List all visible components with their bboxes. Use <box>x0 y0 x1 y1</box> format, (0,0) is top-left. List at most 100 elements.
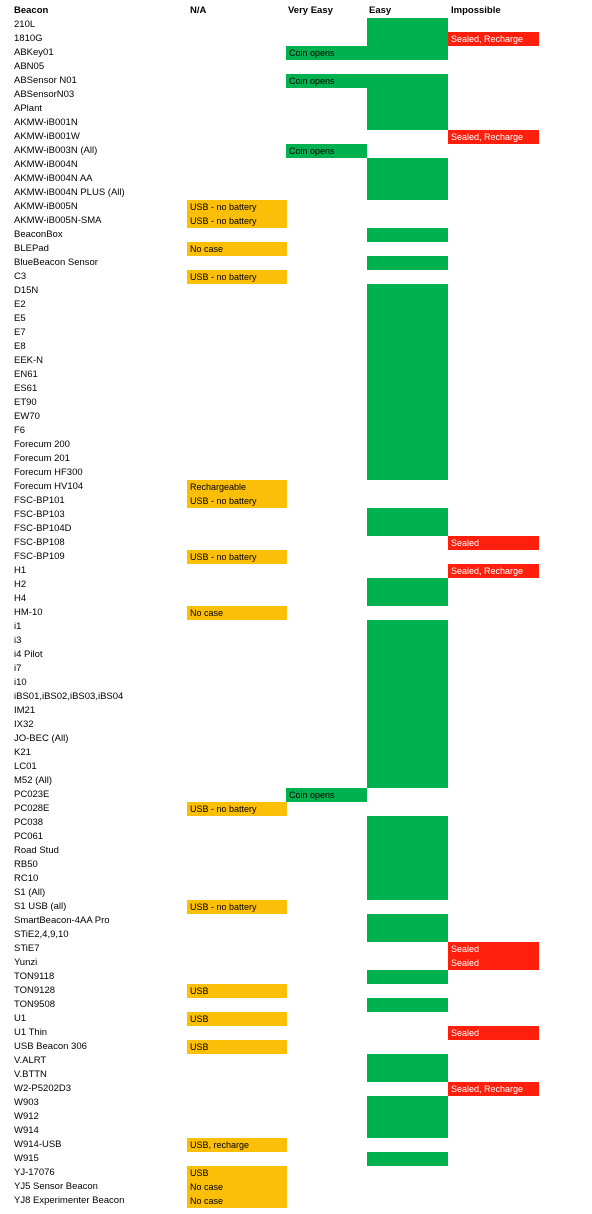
easy-cell <box>367 354 448 368</box>
beacon-name: BLEPad <box>14 243 49 254</box>
table-row: JO-BEC (All) <box>0 732 592 746</box>
easy-cell <box>367 508 448 522</box>
na-cell: USB - no battery <box>187 494 287 508</box>
beacon-name: LC01 <box>14 761 37 772</box>
table-row: i10 <box>0 676 592 690</box>
table-row: YJ-17076 USB <box>0 1166 592 1180</box>
beacon-name: Road Stud <box>14 845 59 856</box>
beacon-name: AKMW-iB004N <box>14 159 78 170</box>
easy-cell <box>367 88 448 102</box>
easy-cell <box>367 760 448 774</box>
very-easy-cell: Coin opens <box>286 788 367 802</box>
beacon-name: IM21 <box>14 705 36 716</box>
na-cell: USB <box>187 1166 287 1180</box>
beacon-name: FSC-BP104D <box>14 523 72 534</box>
beacon-name: D15N <box>14 285 39 296</box>
beacon-name: BeaconBox <box>14 229 63 240</box>
table-row: Yunzi Sealed <box>0 956 592 970</box>
table-row: AKMW-iB004N AA <box>0 172 592 186</box>
beacon-name: EW70 <box>14 411 40 422</box>
easy-cell <box>367 186 448 200</box>
beacon-name: AKMW-iB001W <box>14 131 80 142</box>
beacon-name: E8 <box>14 341 26 352</box>
table-row: i3 <box>0 634 592 648</box>
beacon-name: K21 <box>14 747 31 758</box>
table-row: E7 <box>0 326 592 340</box>
beacon-name: TON9508 <box>14 999 56 1010</box>
table-row: W914 <box>0 1124 592 1138</box>
beacon-name: W2-P5202D3 <box>14 1083 72 1094</box>
impossible-cell: Sealed <box>448 956 539 970</box>
table-row: YJ5 Sensor Beacon No case <box>0 1180 592 1194</box>
beacon-name: FSC-BP103 <box>14 509 65 520</box>
very-easy-cell: Coin opens <box>286 46 367 60</box>
table-row: AKMW-iB005N USB - no battery <box>0 200 592 214</box>
beacon-name: APlant <box>14 103 42 114</box>
easy-cell <box>367 914 448 928</box>
easy-cell <box>367 438 448 452</box>
beacon-name: S1 USB (all) <box>14 901 67 912</box>
easy-cell <box>367 410 448 424</box>
beacon-name: YJ-17076 <box>14 1167 55 1178</box>
easy-cell <box>367 1152 448 1166</box>
beacon-name: YJ8 Experimenter Beacon <box>14 1195 125 1206</box>
beacon-name: TON9128 <box>14 985 56 996</box>
beacon-name: EEK-N <box>14 355 44 366</box>
beacon-name: PC038 <box>14 817 44 828</box>
table-row: RB50 <box>0 858 592 872</box>
table-row: W2-P5202D3 Sealed, Recharge <box>0 1082 592 1096</box>
easy-cell <box>367 1124 448 1138</box>
table-row: U1 Thin Sealed <box>0 1026 592 1040</box>
easy-cell <box>367 886 448 900</box>
table-row: FSC-BP101 USB - no battery <box>0 494 592 508</box>
table-row: iBS01,iBS02,iBS03,iBS04 <box>0 690 592 704</box>
table-row: PC038 <box>0 816 592 830</box>
easy-cell <box>367 18 448 32</box>
easy-cell <box>367 382 448 396</box>
beacon-name: E7 <box>14 327 26 338</box>
table-row: HM-10 No case <box>0 606 592 620</box>
easy-cell <box>367 396 448 410</box>
table-row: ABSensor N01 Coin opens <box>0 74 592 88</box>
easy-cell <box>367 620 448 634</box>
beacon-name: ES61 <box>14 383 38 394</box>
beacon-name: SmartBeacon-4AA Pro <box>14 915 110 926</box>
beacon-name: AKMW-iB001N <box>14 117 78 128</box>
table-row: FSC-BP104D <box>0 522 592 536</box>
header-na: N/A <box>190 5 207 16</box>
beacon-name: i10 <box>14 677 27 688</box>
table-row: FSC-BP108 Sealed <box>0 536 592 550</box>
beacon-name: TON9118 <box>14 971 55 982</box>
beacon-name: W914-USB <box>14 1139 62 1150</box>
beacon-name: PC028E <box>14 803 50 814</box>
table-row: AKMW-iB004N PLUS (All) <box>0 186 592 200</box>
beacon-name: AKMW-iB004N AA <box>14 173 93 184</box>
beacon-name: STiE2,4,9,10 <box>14 929 69 940</box>
na-cell: USB - no battery <box>187 550 287 564</box>
table-row: ABN05 <box>0 60 592 74</box>
table-row: Forecum HV104 Rechargeable <box>0 480 592 494</box>
table-row: BeaconBox <box>0 228 592 242</box>
table-row: M52 (All) <box>0 774 592 788</box>
table-row: IM21 <box>0 704 592 718</box>
table-row: TON9118 <box>0 970 592 984</box>
table-row: E5 <box>0 312 592 326</box>
table-row: FSC-BP103 <box>0 508 592 522</box>
table-row: STiE7 Sealed <box>0 942 592 956</box>
easy-cell <box>367 998 448 1012</box>
easy-cell <box>367 116 448 130</box>
table-row: Forecum 200 <box>0 438 592 452</box>
na-cell: No case <box>187 1194 287 1208</box>
easy-cell <box>367 1096 448 1110</box>
easy-cell <box>367 1054 448 1068</box>
very-easy-cell: Coin opens <box>286 74 367 88</box>
na-cell: Rechargeable <box>187 480 287 494</box>
table-row: W903 <box>0 1096 592 1110</box>
table-row: AKMW-iB001N <box>0 116 592 130</box>
beacon-name: ET90 <box>14 397 37 408</box>
easy-cell <box>367 732 448 746</box>
beacon-name: C3 <box>14 271 27 282</box>
beacon-name: V.ALRT <box>14 1055 47 1066</box>
table-row: RC10 <box>0 872 592 886</box>
na-cell: USB - no battery <box>187 802 287 816</box>
